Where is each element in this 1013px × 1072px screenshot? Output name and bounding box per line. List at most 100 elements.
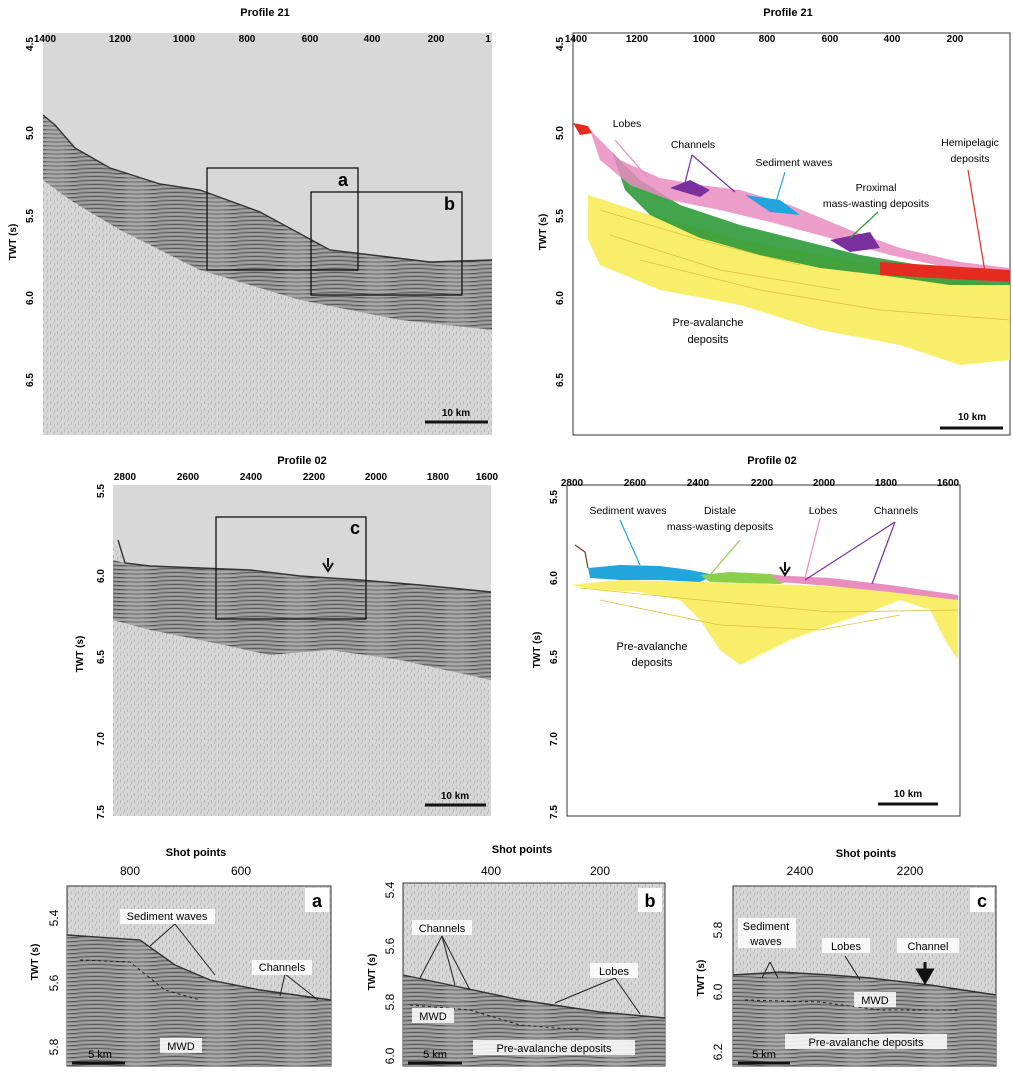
x-tick-label: 400 (481, 864, 501, 878)
margin-line (574, 544, 589, 569)
channels-layer (670, 180, 880, 252)
y-tick-label: 5.5 (549, 490, 560, 504)
y-tick-label: 6.5 (555, 373, 566, 387)
y-tick-label: 5.8 (711, 921, 725, 938)
x-tick-label: 600 (231, 864, 251, 878)
label-lobes: Lobes (809, 505, 838, 517)
panel-letter: c (977, 891, 987, 911)
leader-line (619, 519, 641, 566)
x-tick-label: 400 (364, 34, 381, 45)
seafloor-line (402, 974, 666, 1019)
leader-line (804, 521, 896, 581)
x-tick-label: 800 (239, 34, 256, 45)
panel-title: Profile 21 (763, 7, 813, 19)
label-background (785, 1034, 947, 1049)
zoom-box-label: a (338, 170, 349, 190)
x-axis: 1400 1200 1000 800 600 400 200 1 (34, 34, 491, 45)
label-background (854, 992, 896, 1007)
seismic-reflectors (43, 115, 492, 330)
label-distale: Distale (704, 505, 736, 517)
label-hemipelagic: Hemipelagic (941, 137, 999, 149)
label-background (738, 918, 796, 948)
x-axis: 2800 2600 2400 2200 2000 1800 1600 (561, 478, 960, 489)
label-background (897, 938, 959, 953)
leader-line (804, 517, 821, 579)
seismic-reflectors (113, 560, 491, 680)
y-tick-label: 6.5 (549, 650, 560, 664)
scale-bar-label: 10 km (958, 412, 986, 423)
label-mwd: MWD (861, 995, 889, 1007)
panel-title: Profile 02 (277, 455, 327, 467)
y-axis-label: TWT (s) (367, 954, 378, 991)
x-tick-label: 600 (822, 34, 839, 45)
pre-avalanche-deposits (570, 580, 958, 665)
y-tick-label: 5.6 (383, 937, 397, 954)
y-tick-label: 7.0 (96, 732, 107, 746)
sediment-waves-layer (588, 565, 715, 582)
sediment-waves-layer (745, 195, 800, 215)
seismic-profile-21: Profile 21 a b 1400 1200 1000 800 600 40… (8, 7, 493, 435)
y-tick-label: 7.5 (96, 805, 107, 819)
y-tick-label: 5.8 (47, 1038, 61, 1055)
x-tick-label: 2000 (365, 472, 388, 483)
label-background (970, 888, 994, 912)
hemipelagic-top (573, 123, 592, 135)
x-tick-label: 2800 (561, 478, 584, 489)
panel-title: Profile 02 (747, 455, 797, 467)
y-axis-label: TWT (s) (532, 632, 543, 669)
y-tick-label: 5.4 (47, 909, 61, 926)
label-proximal: Proximal (856, 182, 897, 194)
arrow-down-icon (322, 558, 334, 573)
lobes-layer (770, 575, 958, 600)
scale-bar-label: 10 km (442, 408, 470, 419)
y-axis-label: TWT (s) (538, 214, 549, 251)
label-sediment-waves: Sediment (743, 921, 789, 933)
label-background (822, 938, 870, 953)
y-tick-label: 6.5 (25, 373, 36, 387)
y-axis: 4.5 5.0 5.5 6.0 6.5 TWT (s) (8, 37, 36, 387)
x-tick-label: 1600 (937, 478, 960, 489)
interpretation-profile-02: Profile 02 Sediment waves Distale mass-w… (532, 455, 961, 819)
label-channels: Channels (419, 923, 466, 935)
water-column (113, 485, 491, 592)
y-tick-label: 6.0 (555, 291, 566, 305)
label-pre-avalanche: Pre-avalanche (673, 317, 744, 329)
x-tick-label: 200 (428, 34, 445, 45)
x-tick-label: 1200 (626, 34, 649, 45)
leader-line (554, 977, 616, 1004)
distale-mass-wasting-deposits (700, 572, 800, 584)
label-background (305, 888, 329, 912)
scale-bar-label: 5 km (88, 1049, 112, 1061)
y-axis-label: TWT (s) (8, 224, 19, 261)
water-column (43, 33, 492, 262)
x-tick-label: 200 (590, 864, 610, 878)
panel-title: Shot points (492, 844, 553, 856)
label-channel: Channel (908, 941, 949, 953)
panel-letter: a (312, 891, 323, 911)
zoom-box-a (206, 167, 359, 271)
y-axis: 4.5 5.0 5.5 6.0 6.5 TWT (s) (538, 37, 566, 387)
leader-line (849, 211, 879, 239)
x-tick-label: 600 (302, 34, 319, 45)
y-tick-label: 6.5 (96, 650, 107, 664)
scale-bar-label: 10 km (894, 789, 922, 800)
seafloor-line (42, 114, 493, 263)
pre-avalanche-layers (599, 209, 1011, 321)
seafloor-line (117, 539, 492, 593)
leader-line (174, 923, 216, 976)
y-tick-label: 6.2 (711, 1043, 725, 1060)
x-tick-label: 2200 (751, 478, 774, 489)
label-background (412, 1008, 454, 1023)
label-sediment-waves: Sediment waves (755, 157, 832, 169)
mwd-boundary (744, 999, 960, 1011)
x-tick-label: 1000 (693, 34, 716, 45)
leader-line (871, 521, 896, 585)
zoom-box-label: b (444, 194, 455, 214)
x-tick-label: 1000 (173, 34, 196, 45)
zoom-panel-b: Shot points 400 200 Channels Lobes MWD P… (367, 844, 666, 1067)
label-distale: mass-wasting deposits (667, 521, 773, 533)
x-tick-label: 2400 (687, 478, 710, 489)
pre-avalanche-deposits (588, 195, 1010, 365)
y-tick-label: 4.5 (25, 37, 36, 51)
y-tick-label: 5.5 (25, 209, 36, 223)
